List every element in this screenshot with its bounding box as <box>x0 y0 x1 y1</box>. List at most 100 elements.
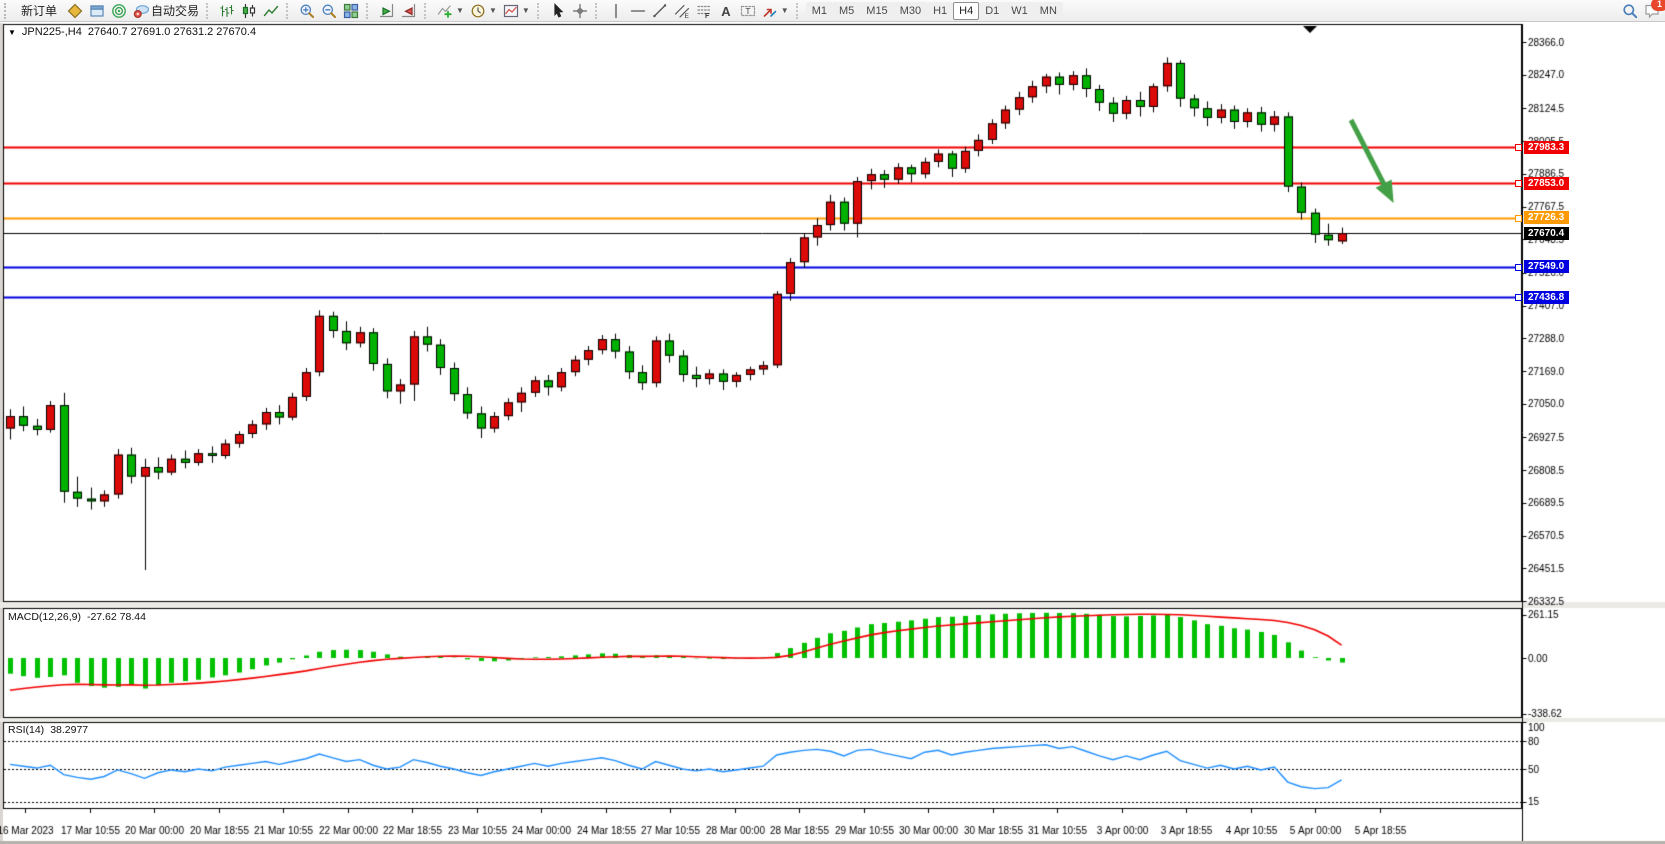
macd-indicator-values: -27.62 78.44 <box>86 611 146 623</box>
vertical-line-icon <box>608 3 624 19</box>
line-anchor-square <box>1515 294 1522 302</box>
pane-divider-macd[interactable] <box>0 601 1665 608</box>
chart-ohlc-values: 27640.7 27691.0 27631.2 27670.4 <box>87 26 257 38</box>
market-watch-icon <box>67 3 83 19</box>
signals-icon <box>111 3 127 19</box>
chart-shift-icon <box>401 3 417 19</box>
search-icon <box>1622 3 1638 19</box>
price-level-tag: 27549.0 <box>1515 260 1570 274</box>
line-chart-button[interactable] <box>260 1 282 21</box>
periods-icon <box>470 3 486 19</box>
dropdown-arrow-icon: ▼ <box>521 6 530 15</box>
timeframe-m5-button[interactable]: M5 <box>833 1 861 20</box>
channel-button[interactable]: E <box>671 1 693 21</box>
cursor-icon <box>550 2 566 19</box>
svg-text:T: T <box>745 5 750 15</box>
toolbar-separator <box>286 2 292 19</box>
macd-pane-label: MACD(12,26,9) -27.62 78.44 <box>8 611 146 623</box>
auto-trading-label: 自动交易 <box>151 4 200 18</box>
signals-button[interactable] <box>108 1 130 21</box>
line-anchor-square <box>1515 144 1522 152</box>
timeframe-m30-button[interactable]: M30 <box>893 1 928 20</box>
auto-scroll-icon <box>379 3 395 19</box>
toolbar: 新订单 自动交易 ▼ ▼ ▼ E F A T ▼ M1 M5 M15 M30 H1 H4 D1 W1 MN 1 <box>0 0 1665 22</box>
label-button[interactable]: T <box>737 1 759 21</box>
price-level-tag: 27726.3 <box>1515 211 1570 225</box>
chart-title: ▼ JPN225-,H4 27640.7 27691.0 27631.2 276… <box>8 26 256 38</box>
horizontal-line-icon <box>630 3 646 19</box>
crosshair-button[interactable] <box>569 1 591 21</box>
templates-icon <box>503 3 519 19</box>
candlestick-chart-icon <box>241 3 257 19</box>
shapes-icon <box>762 3 778 19</box>
bar-chart-icon <box>219 3 235 19</box>
price-level-tag: 27436.8 <box>1515 290 1570 304</box>
bar-chart-button[interactable] <box>216 1 238 21</box>
notifications-button[interactable]: 1 <box>1641 0 1665 21</box>
toolbar-separator <box>795 2 802 19</box>
line-anchor-square <box>1515 214 1522 222</box>
indicators-button[interactable]: ▼ <box>434 1 467 21</box>
trendline-button[interactable] <box>649 1 671 21</box>
shapes-button[interactable]: ▼ <box>759 1 792 21</box>
timeframe-h1-button[interactable]: H1 <box>927 1 954 20</box>
vertical-line-button[interactable] <box>605 1 627 21</box>
line-chart-icon <box>263 3 279 19</box>
line-anchor-square <box>1515 263 1522 271</box>
timeframe-w1-button[interactable]: W1 <box>1005 1 1034 20</box>
fibonacci-icon: F <box>696 3 712 20</box>
navigator-icon <box>89 3 105 19</box>
chart-shift-button[interactable] <box>398 1 420 21</box>
dropdown-arrow-icon: ▼ <box>488 6 497 15</box>
zoom-out-button[interactable] <box>318 1 340 21</box>
dropdown-arrow-icon: ▼ <box>456 6 464 15</box>
new-order-button[interactable]: 新订单 <box>14 1 64 21</box>
templates-button[interactable]: ▼ <box>500 1 533 21</box>
auto-trading-button[interactable]: 自动交易 <box>130 1 202 21</box>
channel-icon: E <box>674 3 690 20</box>
zoom-out-icon <box>321 3 337 19</box>
timeframe-h4-button[interactable]: H4 <box>953 1 980 20</box>
toolbar-separator <box>536 2 543 19</box>
periods-button[interactable]: ▼ <box>467 1 500 21</box>
toolbar-separator <box>206 2 212 19</box>
timeframe-m15-button[interactable]: M15 <box>860 1 894 20</box>
search-button[interactable] <box>1619 1 1641 21</box>
navigator-button[interactable] <box>86 1 108 21</box>
rsi-indicator-name: RSI(14) <box>8 724 45 736</box>
price-level-tag: 27983.3 <box>1515 140 1570 154</box>
market-watch-button[interactable] <box>64 1 86 21</box>
svg-text:A: A <box>721 3 731 18</box>
trendline-icon <box>652 3 668 19</box>
crosshair-icon <box>572 3 588 19</box>
candlestick-chart-button[interactable] <box>238 1 260 21</box>
pane-divider-rsi[interactable] <box>0 716 1665 723</box>
toolbar-grip <box>4 2 10 19</box>
chart-symbol-period: JPN225-,H4 <box>21 26 82 38</box>
tile-windows-button[interactable] <box>340 1 362 21</box>
current-price-tag: 27670.4 <box>1524 226 1570 240</box>
macd-indicator-name: MACD(12,26,9) <box>8 611 81 623</box>
timeframe-d1-button[interactable]: D1 <box>979 1 1006 20</box>
timeframe-mn-button[interactable]: MN <box>1033 1 1063 20</box>
rsi-pane-label: RSI(14) 38.2977 <box>8 724 88 736</box>
rsi-indicator-value: 38.2977 <box>50 724 89 736</box>
svg-text:F: F <box>705 13 710 19</box>
label-icon: T <box>740 3 756 19</box>
cursor-button[interactable] <box>547 1 569 21</box>
toolbar-separator <box>366 2 372 19</box>
timeframe-m1-button[interactable]: M1 <box>805 1 833 20</box>
one-click-trading-icon[interactable]: ▼ <box>8 27 16 37</box>
horizontal-line-button[interactable] <box>627 1 649 21</box>
toolbar-separator <box>594 2 601 19</box>
auto-scroll-button[interactable] <box>376 1 398 21</box>
toolbar-separator <box>424 2 430 19</box>
indicators-icon <box>437 3 453 19</box>
svg-text:E: E <box>684 13 689 19</box>
text-button[interactable]: A <box>715 1 737 21</box>
dropdown-arrow-icon: ▼ <box>780 6 789 15</box>
zoom-in-button[interactable] <box>296 1 318 21</box>
tile-windows-icon <box>343 3 359 19</box>
fibonacci-button[interactable]: F <box>693 1 715 21</box>
